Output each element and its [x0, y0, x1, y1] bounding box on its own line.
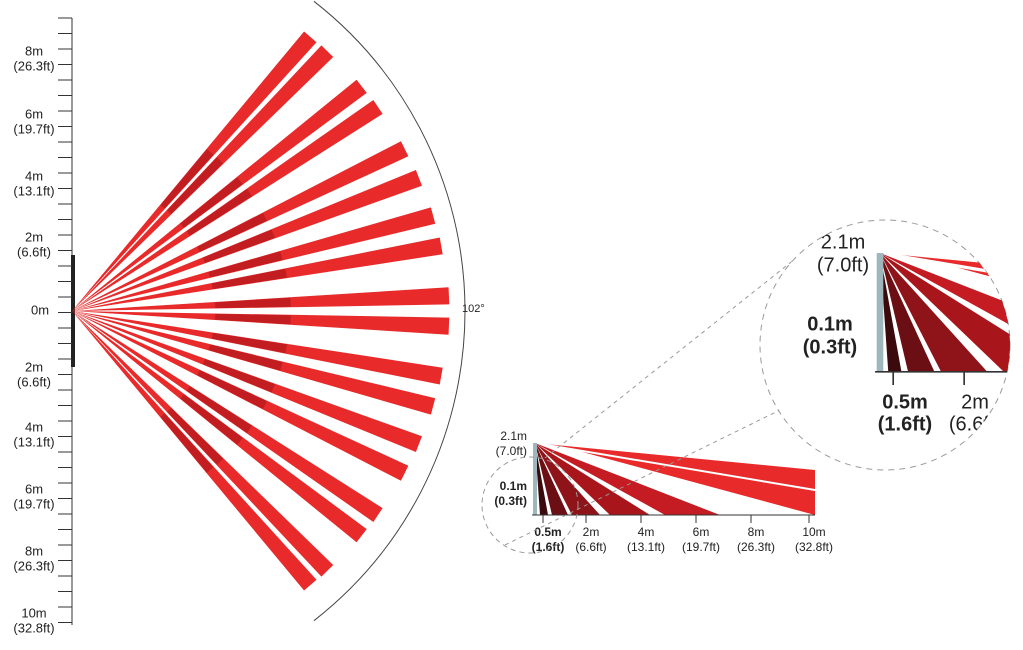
beam: [535, 443, 815, 515]
distance-label: (19.7ft): [13, 496, 54, 511]
beam-dark: [160, 149, 214, 209]
distance-label: (32.8ft): [13, 620, 54, 635]
beam-gap: [879, 251, 1010, 333]
beam: [72, 287, 450, 311]
distance-label: 2m: [25, 359, 43, 374]
beam: [535, 443, 650, 515]
distance-label: 8m: [748, 525, 765, 539]
distance-label: (32.8ft): [795, 540, 833, 554]
distance-label: 2m: [583, 525, 600, 539]
distance-label: 2m: [25, 229, 43, 244]
beam-dark: [215, 313, 291, 325]
beam-dark: [167, 407, 224, 465]
zoom-source: [481, 456, 579, 554]
height-label: (0.3ft): [494, 494, 527, 508]
zoom-beams: [875, 251, 1010, 386]
distance-label: 6m: [25, 106, 43, 121]
beam: [879, 253, 1010, 372]
distance-label: (6.6ft): [17, 244, 51, 259]
zoom-view: 2.1m(7.0ft) 0.1m(0.3ft) 0.5m(1.6ft) 2m(6.6f…: [803, 231, 1010, 435]
zoom-connector: [544, 254, 801, 459]
beam: [880, 253, 935, 372]
distance-label: (1.6ft): [878, 413, 932, 435]
sensor: [71, 255, 75, 367]
beam-dark: [208, 251, 283, 278]
distance-label: 10m: [21, 605, 46, 620]
beam-dark: [208, 344, 283, 371]
side-view: 0.5m(1.6ft) 2m(6.6ft) 4m(13.1ft) 6m(19.7ft)…: [494, 429, 833, 554]
angle-label: 102°: [462, 303, 485, 315]
beam-dark: [211, 268, 287, 290]
distance-label: 10m: [802, 525, 825, 539]
distance-label: 4m: [25, 419, 43, 434]
beam: [72, 311, 450, 335]
distance-label: 0.5m: [534, 525, 561, 539]
beam-dark: [180, 177, 243, 228]
distance-label: (19.7ft): [13, 121, 54, 136]
pole: [533, 443, 537, 515]
beam: [880, 253, 988, 372]
beam-dark: [202, 229, 275, 264]
beam-dark: [186, 189, 252, 236]
distance-label: (1.6ft): [532, 540, 565, 554]
height-label: (7.0ft): [496, 444, 527, 458]
distance-label: 0m: [31, 302, 49, 317]
distance-label: 4m: [638, 525, 655, 539]
pole: [876, 253, 884, 372]
distance-label: 4m: [25, 168, 43, 183]
beam: [879, 253, 1010, 372]
height-label: (0.3ft): [803, 336, 857, 358]
beam-dark: [160, 413, 214, 473]
beam: [535, 443, 568, 515]
distance-label: 6m: [25, 481, 43, 496]
beam: [72, 311, 443, 385]
distance-label: 0.5m: [882, 391, 928, 413]
beam-gap: [534, 442, 816, 491]
distance-label: (26.3ft): [737, 540, 775, 554]
distance-label: (13.1ft): [627, 540, 665, 554]
distance-label: (6.6ft): [575, 540, 606, 554]
height-label: 0.1m: [500, 479, 527, 493]
beam-dark: [167, 157, 224, 215]
beam-dark: [211, 332, 287, 354]
distance-label: (6.6ft): [17, 374, 51, 389]
beam-dark: [197, 370, 267, 410]
zoom-connector: [504, 409, 781, 546]
beam-dark: [186, 386, 252, 433]
distance-label: (6.6ft): [949, 413, 1001, 435]
angle-arc: [313, 0, 466, 622]
beam-dark: [180, 394, 243, 445]
height-label: 2.1m: [500, 429, 527, 443]
height-label: 0.1m: [807, 313, 853, 335]
distance-label: (13.1ft): [13, 434, 54, 449]
distance-label: (19.7ft): [682, 540, 720, 554]
distance-label: 8m: [25, 43, 43, 58]
distance-label: (26.3ft): [13, 58, 54, 73]
beam: [72, 237, 443, 311]
height-label: 2.1m: [821, 231, 865, 253]
beam-dark: [215, 297, 291, 309]
distance-label: (26.3ft): [13, 558, 54, 573]
beam: [535, 443, 600, 515]
beam: [535, 443, 720, 515]
distance-label: (13.1ft): [13, 183, 54, 198]
distance-label: 2m: [961, 391, 989, 413]
distance-label: 8m: [25, 543, 43, 558]
height-label: (7.0ft): [817, 254, 869, 276]
beam: [535, 443, 548, 515]
beam-dark: [202, 358, 275, 393]
beam-dark: [197, 212, 267, 252]
distance-label: 6m: [693, 525, 710, 539]
beam: [880, 253, 902, 372]
top-view-fan: [72, 31, 450, 591]
